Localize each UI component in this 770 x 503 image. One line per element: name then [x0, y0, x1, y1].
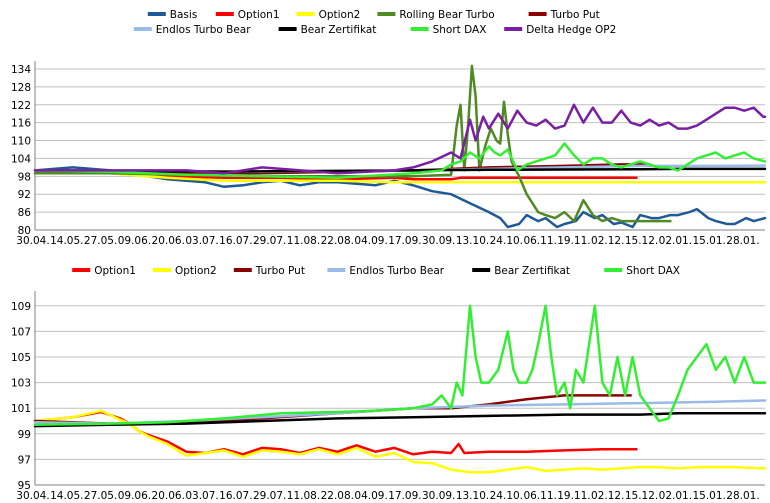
- x-tick-label: 11.08.: [287, 490, 320, 502]
- x-tick-label: 02.12.: [591, 235, 624, 247]
- x-tick-label: 30.04.: [16, 235, 49, 247]
- x-tick-label: 15.01.: [692, 235, 725, 247]
- legend-label: Basis: [170, 9, 198, 21]
- y-tick-label: 122: [11, 100, 31, 112]
- y-tick-label: 103: [11, 378, 31, 390]
- x-tick-label: 03.07.: [185, 490, 218, 502]
- y-tick-label: 97: [18, 454, 31, 466]
- y-tick-label: 109: [11, 301, 31, 313]
- series-line-basis: [33, 166, 767, 229]
- chart-panel-1: 80 86 92 98 104 110 116 122 128 134 30.04. 14.05. 27…: [11, 9, 767, 247]
- legend-label: Turbo Put: [255, 265, 305, 277]
- x-tick-label: 03.07.: [185, 235, 218, 247]
- y-tick-label: 86: [18, 207, 32, 219]
- legend-label: Short DAX: [626, 265, 680, 277]
- y-tick-label: 116: [11, 118, 31, 130]
- x-tick-label: 20.06.: [152, 235, 185, 247]
- x-tick-label: 14.05.: [50, 490, 83, 502]
- x-tick-label: 02.01.: [659, 490, 692, 502]
- series-line-turbo-put: [33, 163, 651, 175]
- x-tick-label: 28.01.: [726, 235, 759, 247]
- y-tick-label: 105: [11, 352, 31, 364]
- x-tick-label: 02.01.: [659, 235, 692, 247]
- y-tick-label: 110: [11, 136, 31, 148]
- x-tick-label: 15.12.: [625, 490, 658, 502]
- x-tick-label: 15.12.: [625, 235, 658, 247]
- x-tick-label: 30.04.: [16, 490, 49, 502]
- series-line-option1: [33, 172, 638, 181]
- x-tick-label: 24.10.: [490, 490, 523, 502]
- x-tick-label: 19.11.: [557, 235, 590, 247]
- x-tick-label: 02.12.: [591, 490, 624, 502]
- y-tick-label: 101: [11, 403, 31, 415]
- series-line-short-dax: [33, 304, 767, 427]
- x-tick-label: 28.01.: [726, 490, 759, 502]
- x-tick-label: 17.09.: [388, 490, 421, 502]
- legend-label: Option1: [238, 9, 280, 21]
- x-tick-label: 09.06.: [118, 490, 151, 502]
- x-tick-label: 04.09.: [354, 235, 387, 247]
- x-tick-label: 30.09.: [422, 490, 455, 502]
- y-tick-label: 134: [11, 64, 31, 76]
- x-tick-label: 22.08.: [321, 490, 354, 502]
- series-line-short-dax: [33, 142, 767, 180]
- x-tick-label: 27.05.: [84, 490, 117, 502]
- legend-label: Turbo Put: [550, 9, 600, 21]
- series-line-endlos-turbo-bear: [33, 399, 767, 425]
- x-tick-label: 13.10.: [456, 235, 489, 247]
- legend-label: Endlos Turbo Bear: [349, 265, 444, 277]
- series-line-option2: [33, 409, 767, 474]
- x-tick-label: 14.05.: [50, 235, 83, 247]
- x-tick-label: 27.05.: [84, 235, 117, 247]
- y-tick-label: 104: [11, 153, 31, 165]
- y-tick-label: 98: [18, 171, 31, 183]
- series-line-delta-hedge-op2: [33, 103, 767, 175]
- x-tick-label: 17.09.: [388, 235, 421, 247]
- legend: Option1 Option2 Turbo Put Endlos Turbo Bear…: [72, 265, 680, 277]
- x-tick-label: 29.07.: [253, 235, 286, 247]
- x-tick-label: 04.09.: [354, 490, 387, 502]
- x-tick-label: 06.11.: [523, 490, 556, 502]
- x-tick-label: 15.01.: [692, 490, 725, 502]
- x-tick-label: 29.07.: [253, 490, 286, 502]
- x-tick-label: 11.08.: [287, 235, 320, 247]
- legend: Basis Option1 Option2 Rolling Bear Turbo Tur…: [133, 9, 616, 36]
- legend-label: Bear Zertifikat: [301, 24, 377, 36]
- legend-label: Rolling Bear Turbo: [399, 9, 494, 21]
- legend-label: Option2: [319, 9, 361, 21]
- x-tick-label: 16.07.: [219, 235, 252, 247]
- legend-label: Short DAX: [433, 24, 487, 36]
- y-tick-label: 99: [18, 429, 31, 441]
- x-tick-label: 30.09.: [422, 235, 455, 247]
- x-tick-label: 19.11.: [557, 490, 590, 502]
- x-tick-label: 20.06.: [152, 490, 185, 502]
- legend-label: Delta Hedge OP2: [526, 24, 616, 36]
- y-tick-label: 95: [18, 480, 31, 492]
- series-line-option2: [33, 172, 767, 184]
- y-tick-label: 80: [18, 225, 31, 237]
- legend-label: Bear Zertifikat: [494, 265, 570, 277]
- y-tick-label: 128: [11, 82, 31, 94]
- x-tick-label: 24.10.: [490, 235, 523, 247]
- x-tick-label: 09.06.: [118, 235, 151, 247]
- y-tick-label: 107: [11, 326, 31, 338]
- x-tick-label: 06.11.: [523, 235, 556, 247]
- x-tick-label: 13.10.: [456, 490, 489, 502]
- legend-label: Option1: [94, 265, 136, 277]
- series-line-rolling-bear-turbo: [33, 64, 672, 223]
- y-tick-label: 92: [18, 189, 31, 201]
- legend-label: Option2: [175, 265, 217, 277]
- x-tick-label: 22.08.: [321, 235, 354, 247]
- legend-label: Endlos Turbo Bear: [156, 24, 251, 36]
- x-tick-label: 16.07.: [219, 490, 252, 502]
